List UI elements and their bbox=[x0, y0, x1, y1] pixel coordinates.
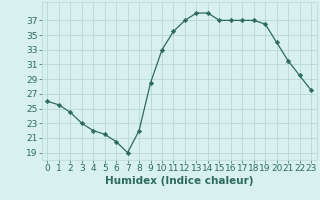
X-axis label: Humidex (Indice chaleur): Humidex (Indice chaleur) bbox=[105, 176, 253, 186]
